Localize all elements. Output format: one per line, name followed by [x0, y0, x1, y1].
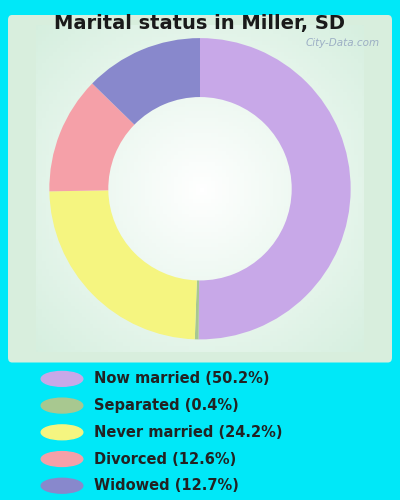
Text: Widowed (12.7%): Widowed (12.7%)	[94, 478, 239, 493]
Circle shape	[41, 478, 83, 493]
Text: Divorced (12.6%): Divorced (12.6%)	[94, 452, 236, 466]
Circle shape	[41, 398, 83, 413]
Circle shape	[41, 425, 83, 440]
Text: City-Data.com: City-Data.com	[306, 38, 380, 48]
Wedge shape	[198, 38, 351, 340]
Wedge shape	[195, 280, 199, 340]
Wedge shape	[49, 190, 197, 340]
Text: Separated (0.4%): Separated (0.4%)	[94, 398, 239, 413]
Circle shape	[41, 372, 83, 386]
Wedge shape	[92, 38, 200, 124]
Circle shape	[41, 452, 83, 466]
Wedge shape	[49, 84, 134, 192]
Text: Never married (24.2%): Never married (24.2%)	[94, 425, 282, 440]
Text: Now married (50.2%): Now married (50.2%)	[94, 372, 270, 386]
Text: Marital status in Miller, SD: Marital status in Miller, SD	[54, 14, 346, 33]
